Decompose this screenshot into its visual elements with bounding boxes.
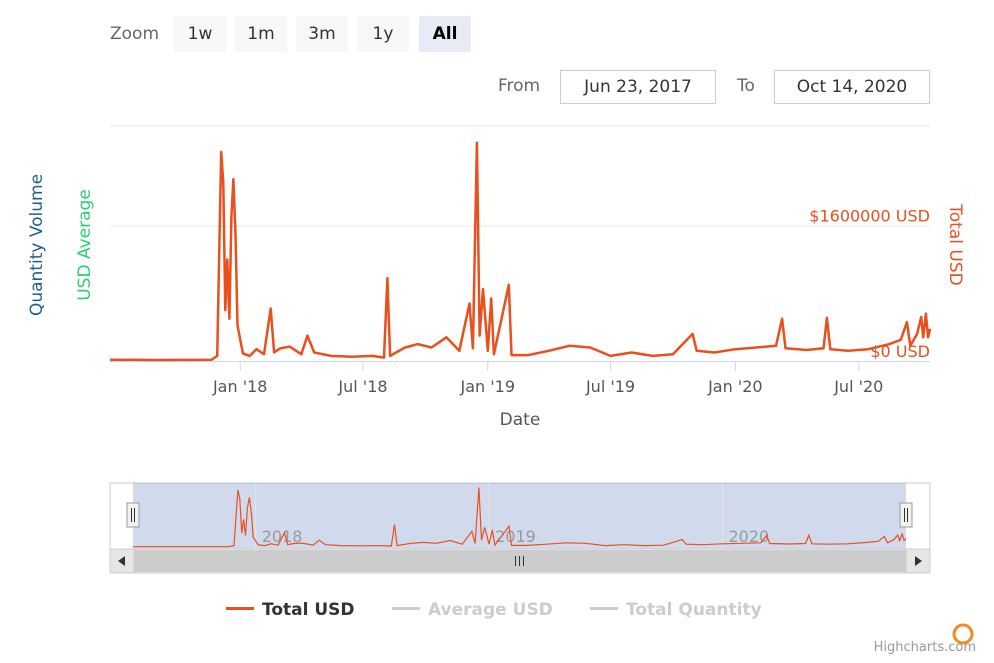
series-line-total-usd[interactable] — [109, 141, 932, 362]
credits-link[interactable]: Highcharts.com — [874, 640, 976, 655]
x-axis-ticks — [239, 361, 860, 371]
zoom-1y-button[interactable]: 1y — [357, 16, 409, 52]
from-date-input[interactable] — [560, 70, 716, 104]
navigator: 2018 2019 2020 — [109, 482, 931, 550]
legend-label: Total USD — [262, 600, 355, 620]
credits-text: Highcharts.com — [873, 640, 976, 655]
arrow-left-icon — [118, 556, 125, 566]
x-tick-label: Jul '18 — [337, 377, 387, 396]
highcharts-logo-icon — [952, 623, 974, 645]
navigator-handle-left-box[interactable] — [126, 502, 140, 528]
navigator-series-line — [133, 487, 907, 548]
y-axis-title-quantity: Quantity Volume — [27, 174, 47, 316]
arrow-right-icon — [915, 556, 922, 566]
zoom-3m-button[interactable]: 3m — [296, 16, 348, 52]
zoom-1w-button[interactable]: 1w — [174, 16, 226, 52]
navigator-handle-right[interactable] — [899, 502, 913, 528]
zoom-1m-button[interactable]: 1m — [235, 16, 287, 52]
zoom-label: Zoom — [110, 24, 160, 44]
navigator-handle-left[interactable] — [126, 502, 140, 528]
legend-swatch — [226, 606, 254, 610]
from-label: From — [498, 76, 541, 96]
x-tick-label: Jul '20 — [833, 377, 883, 396]
zoom-all-button[interactable]: All — [419, 16, 471, 52]
x-tick-label: Jul '19 — [585, 377, 635, 396]
y-tick-label: $1600000 USD — [809, 207, 930, 226]
legend-label: Total Quantity — [626, 600, 762, 620]
y-axis-tick-labels: $1600000 USD $0 USD — [809, 207, 930, 361]
navigator-handle-right-box[interactable] — [899, 502, 913, 528]
navigator-tick-label: 2020 — [729, 527, 770, 546]
navigator-selection[interactable] — [133, 483, 906, 549]
legend-item-average-usd[interactable]: Average USD — [392, 600, 553, 620]
legend-item-total-usd[interactable]: Total USD — [226, 600, 355, 620]
legend-item-total-quantity[interactable]: Total Quantity — [590, 600, 762, 620]
x-tick-label: Jan '20 — [707, 377, 763, 396]
y-tick-label: $0 USD — [870, 342, 930, 361]
scrollbar[interactable] — [109, 548, 931, 574]
x-axis-title: Date — [500, 410, 541, 430]
y-axis-title-total-usd: Total USD — [945, 203, 965, 285]
x-tick-label: Jan '19 — [460, 377, 516, 396]
to-date-input[interactable] — [774, 70, 930, 104]
x-axis-tick-labels: Jan '18 Jul '18 Jan '19 Jul '19 Jan '20 Jul '… — [212, 377, 883, 396]
y-axis-title-usd-average: USD Average — [75, 189, 95, 301]
legend-label: Average USD — [428, 600, 553, 620]
legend-swatch — [392, 606, 420, 610]
x-tick-label: Jan '18 — [212, 377, 268, 396]
legend-swatch — [590, 606, 618, 610]
to-label: To — [737, 76, 755, 96]
